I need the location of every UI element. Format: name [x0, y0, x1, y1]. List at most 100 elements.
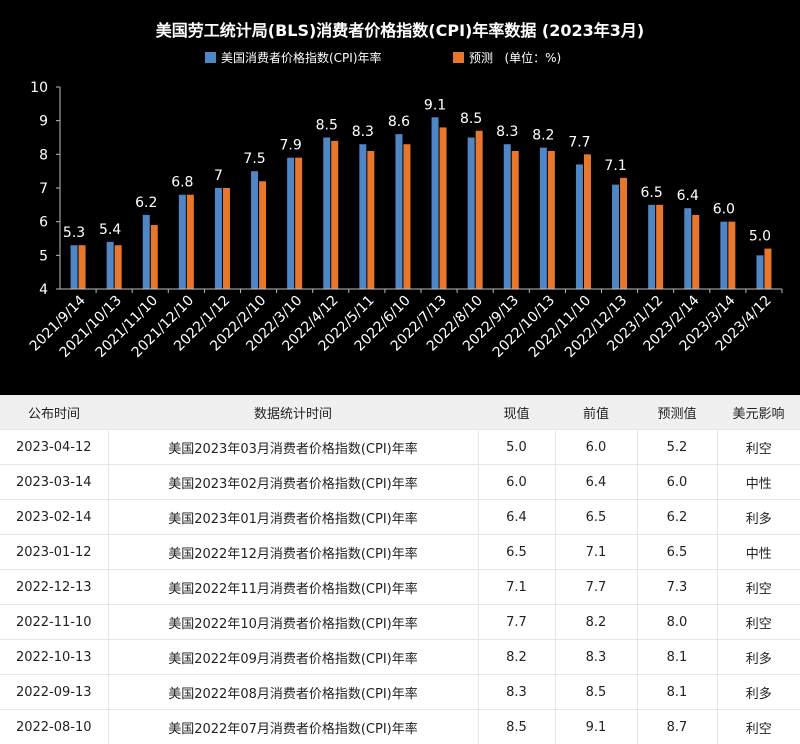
cpi-bar: [143, 215, 150, 289]
data-label: 5.3: [63, 225, 85, 241]
previous-cell: 8.5: [555, 675, 637, 710]
forecast-bar: [223, 188, 230, 289]
forecast-cell: 8.7: [637, 710, 717, 744]
y-tick-label: 8: [39, 147, 48, 163]
forecast-bar: [79, 245, 86, 289]
stat-period-cell: 美国2023年03月消费者价格指数(CPI)年率: [108, 430, 478, 465]
usd-impact-cell: 利多: [717, 500, 800, 535]
cpi-bar: [720, 222, 727, 289]
legend: 美国消费者价格指数(CPI)年率 预测 (单位：%): [205, 50, 561, 65]
cpi-bar: [215, 188, 222, 289]
stat-period-cell: 美国2022年09月消费者价格指数(CPI)年率: [108, 640, 478, 675]
legend-label-cpi: 美国消费者价格指数(CPI)年率: [221, 50, 382, 65]
data-label: 7.7: [568, 134, 590, 150]
cpi-bar-chart: 美国劳工统计局(BLS)消费者价格指数(CPI)年率数据 (2023年3月) 美…: [0, 0, 800, 395]
actual-cell: 8.5: [478, 710, 555, 744]
publish-time-cell: 2022-12-13: [0, 570, 108, 605]
data-label: 7: [214, 168, 223, 184]
data-label: 8.5: [460, 111, 482, 127]
actual-cell: 7.7: [478, 605, 555, 640]
cpi-bar: [359, 144, 366, 289]
cpi-bar: [71, 245, 78, 289]
y-tick-label: 4: [39, 282, 48, 298]
actual-cell: 6.5: [478, 535, 555, 570]
chart-title: 美国劳工统计局(BLS)消费者价格指数(CPI)年率数据 (2023年3月): [156, 21, 644, 40]
previous-cell: 6.5: [555, 500, 637, 535]
data-label: 6.8: [171, 175, 193, 191]
cpi-bar: [432, 117, 439, 289]
forecast-cell: 8.1: [637, 675, 717, 710]
forecast-bar: [728, 222, 735, 289]
usd-impact-cell: 利空: [717, 570, 800, 605]
forecast-bar: [692, 215, 699, 289]
header-actual: 现值: [478, 395, 555, 430]
y-tick-label: 9: [39, 114, 48, 130]
cpi-bar: [179, 195, 186, 289]
previous-cell: 7.1: [555, 535, 637, 570]
forecast-bar: [295, 158, 302, 289]
forecast-cell: 6.2: [637, 500, 717, 535]
data-label: 5.0: [749, 229, 771, 245]
cpi-bar: [648, 205, 655, 289]
stat-period-cell: 美国2022年12月消费者价格指数(CPI)年率: [108, 535, 478, 570]
y-tick-label: 6: [39, 215, 48, 231]
usd-impact-cell: 利多: [717, 675, 800, 710]
cpi-bar: [395, 134, 402, 289]
legend-swatch-cpi: [205, 52, 216, 63]
data-label: 9.1: [424, 97, 446, 113]
actual-cell: 8.3: [478, 675, 555, 710]
publish-time-cell: 2022-08-10: [0, 710, 108, 744]
stat-period-cell: 美国2022年10月消费者价格指数(CPI)年率: [108, 605, 478, 640]
legend-swatch-forecast: [453, 52, 464, 63]
header-usd-impact: 美元影响: [717, 395, 800, 430]
table-header-row: 公布时间 数据统计时间 现值 前值 预测值 美元影响: [0, 395, 800, 430]
actual-cell: 8.2: [478, 640, 555, 675]
forecast-bar: [764, 249, 771, 289]
forecast-bar: [259, 181, 266, 289]
data-label: 6.5: [641, 185, 663, 201]
publish-time-cell: 2023-03-14: [0, 465, 108, 500]
x-axis: 2021/9/142021/10/132021/11/102021/12/102…: [27, 289, 782, 361]
publish-time-cell: 2022-09-13: [0, 675, 108, 710]
stat-period-cell: 美国2022年07月消费者价格指数(CPI)年率: [108, 710, 478, 744]
usd-impact-cell: 中性: [717, 465, 800, 500]
forecast-bar: [187, 195, 194, 289]
cpi-bar: [684, 208, 691, 289]
forecast-cell: 6.5: [637, 535, 717, 570]
cpi-bar: [540, 148, 547, 289]
y-tick-label: 10: [30, 80, 48, 96]
usd-impact-cell: 利空: [717, 710, 800, 744]
data-label: 8.6: [388, 114, 410, 130]
cpi-bar: [287, 158, 294, 289]
header-forecast: 预测值: [637, 395, 717, 430]
previous-cell: 9.1: [555, 710, 637, 744]
previous-cell: 8.2: [555, 605, 637, 640]
actual-cell: 7.1: [478, 570, 555, 605]
actual-cell: 5.0: [478, 430, 555, 465]
publish-time-cell: 2023-04-12: [0, 430, 108, 465]
data-label: 7.9: [280, 138, 302, 154]
cpi-bar: [468, 138, 475, 290]
forecast-bar: [476, 131, 483, 289]
forecast-cell: 7.3: [637, 570, 717, 605]
data-label: 8.3: [352, 124, 374, 140]
forecast-bar: [367, 151, 374, 289]
publish-time-cell: 2022-10-13: [0, 640, 108, 675]
forecast-bar: [403, 144, 410, 289]
cpi-bar: [323, 138, 330, 290]
data-label: 7.1: [604, 158, 626, 174]
forecast-cell: 8.1: [637, 640, 717, 675]
usd-impact-cell: 利空: [717, 430, 800, 465]
cpi-bar: [107, 242, 114, 289]
forecast-bar: [584, 154, 591, 289]
data-label: 8.3: [496, 124, 518, 140]
previous-cell: 7.7: [555, 570, 637, 605]
